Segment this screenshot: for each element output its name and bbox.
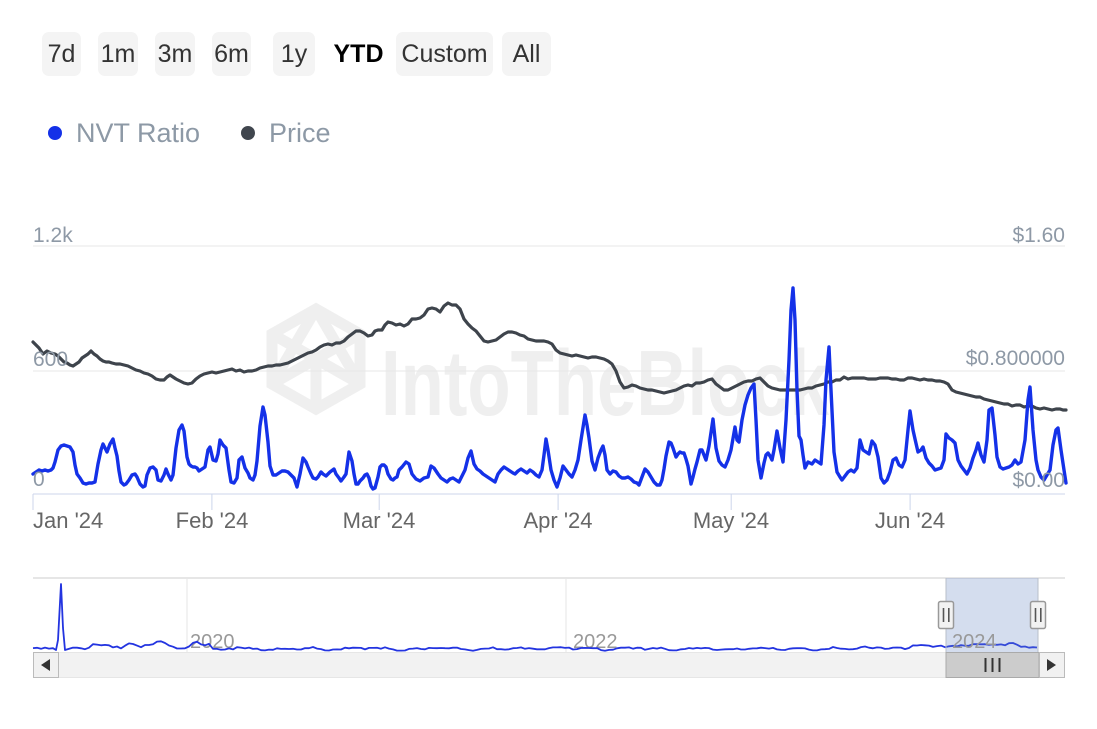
svg-text:Feb '24: Feb '24 — [176, 508, 249, 533]
svg-text:2020: 2020 — [190, 631, 235, 653]
svg-text:0: 0 — [33, 468, 45, 491]
svg-text:Jun '24: Jun '24 — [875, 508, 945, 533]
svg-text:1.2k: 1.2k — [33, 224, 73, 247]
svg-text:Mar '24: Mar '24 — [343, 508, 416, 533]
svg-text:$0.800000: $0.800000 — [966, 347, 1065, 370]
svg-text:$0.00: $0.00 — [1012, 469, 1065, 492]
svg-text:Jan '24: Jan '24 — [33, 508, 103, 533]
svg-text:Apr '24: Apr '24 — [523, 508, 592, 533]
svg-text:$1.60: $1.60 — [1012, 224, 1065, 247]
svg-text:2024: 2024 — [952, 631, 997, 653]
svg-text:IntoTheBlock: IntoTheBlock — [381, 331, 829, 435]
svg-text:600: 600 — [33, 348, 68, 371]
svg-text:May '24: May '24 — [693, 508, 769, 533]
